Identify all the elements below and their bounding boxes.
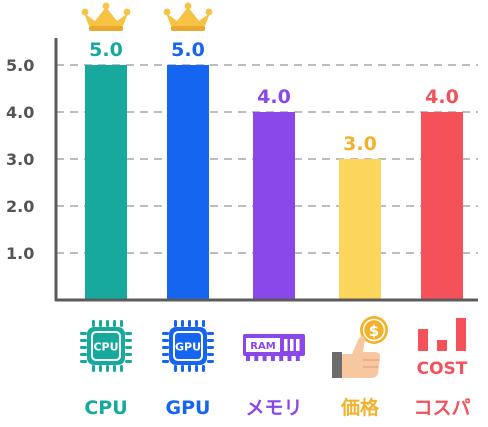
value-label: 4.0 (425, 86, 459, 108)
bar-1 (85, 65, 127, 299)
crown-icon (163, 2, 213, 31)
icon-label: CPU (93, 341, 118, 354)
icon-label: COST (417, 359, 468, 379)
value-label: 5.0 (89, 39, 123, 61)
y-axis: 1.0 2.0 3.0 4.0 5.0 (6, 38, 478, 302)
category-icons: CPU GPU RAM $ COST (80, 316, 468, 379)
y-tick-label: 5.0 (6, 56, 34, 75)
category-label: GPU (166, 397, 211, 419)
y-tick-label: 1.0 (6, 244, 34, 263)
bars: 5.0 5.0 4.0 3.0 4.0 (81, 2, 463, 299)
icon-label: $ (369, 322, 379, 340)
category-label: CPU (84, 397, 127, 419)
thumbs-up-coin-icon: $ (332, 316, 388, 378)
cpu-chip-icon: CPU (80, 320, 132, 372)
value-label: 4.0 (257, 86, 291, 108)
gpu-chip-icon: GPU (162, 320, 214, 372)
y-tick-label: 4.0 (6, 103, 34, 122)
bar-4 (339, 159, 381, 299)
y-tick-label: 2.0 (6, 197, 34, 216)
value-label: 5.0 (171, 39, 205, 61)
bar-3 (253, 112, 295, 299)
cost-bars-icon: COST (417, 318, 468, 379)
category-label: 価格 (340, 396, 380, 419)
icon-label: RAM (250, 341, 275, 352)
category-labels: CPU GPU メモリ 価格 コスパ (84, 396, 470, 419)
crown-icon (81, 2, 131, 31)
bar-5 (421, 112, 463, 299)
ram-module-icon: RAM (243, 334, 305, 361)
value-label: 3.0 (343, 133, 377, 155)
category-label: コスパ (413, 397, 470, 419)
y-tick-label: 3.0 (6, 150, 34, 169)
icon-label: GPU (175, 341, 201, 354)
category-label: メモリ (245, 397, 302, 419)
bar-2 (167, 65, 209, 299)
